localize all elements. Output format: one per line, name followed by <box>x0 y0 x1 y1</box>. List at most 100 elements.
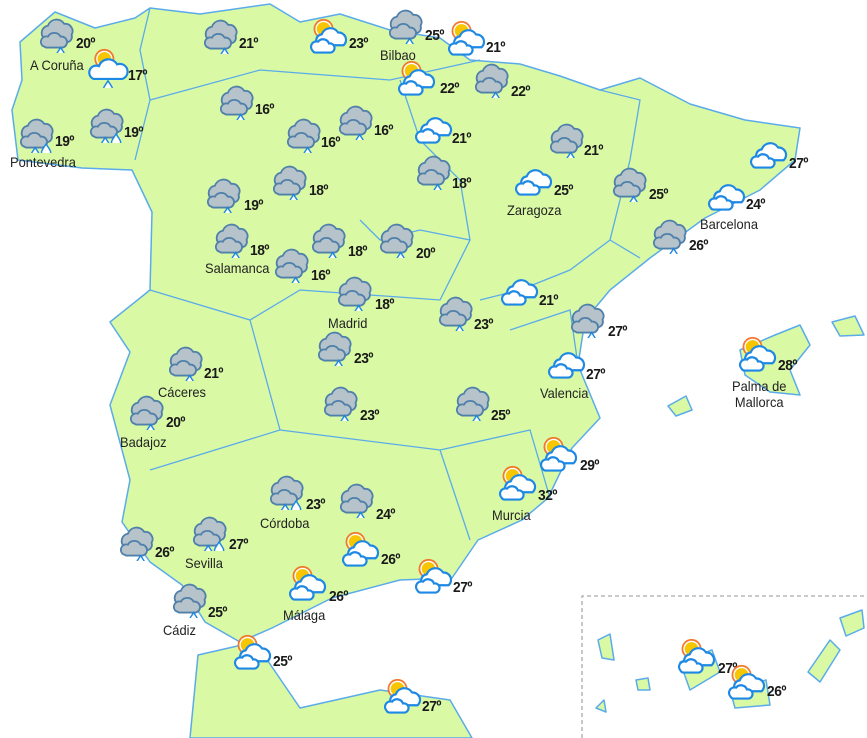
rain-icon <box>333 271 377 311</box>
temperature: 26º <box>155 544 175 561</box>
spain-mainland <box>11 3 801 643</box>
rain-icon <box>566 298 610 338</box>
rain-icon <box>210 218 254 258</box>
temperature: 19º <box>124 124 144 141</box>
partly-cloudy-icon <box>339 531 383 571</box>
rain-icon <box>375 218 419 258</box>
cloudy-icon <box>498 270 542 310</box>
temperature: 21º <box>204 365 224 382</box>
temperature: 27º <box>586 366 606 383</box>
showers-icon <box>265 470 309 510</box>
temperature: 27º <box>789 155 809 172</box>
canary-7 <box>595 699 607 713</box>
partly-cloudy-icon <box>675 638 719 678</box>
temperature: 24º <box>746 196 766 213</box>
temperature: 19º <box>244 197 264 214</box>
canary-6 <box>839 609 865 637</box>
showers-icon <box>188 511 232 551</box>
temperature: 23º <box>474 316 494 333</box>
temperature: 23º <box>354 350 374 367</box>
temperature: 32º <box>538 487 558 504</box>
rain-icon <box>313 326 357 366</box>
partly-cloudy-icon <box>395 60 439 100</box>
temperature: 26º <box>329 588 349 605</box>
temperature: 19º <box>55 133 75 150</box>
city-label: Sevilla <box>185 555 223 571</box>
cloudy-icon <box>705 175 749 215</box>
partly-cloudy-icon <box>307 18 351 58</box>
city-label: Valencia <box>540 385 589 401</box>
temperature: 27º <box>608 323 628 340</box>
temperature: 22º <box>511 83 531 100</box>
temperature: 16º <box>311 267 331 284</box>
canary-5 <box>807 639 841 683</box>
rain-icon <box>282 113 326 153</box>
cloudy-icon <box>747 133 791 173</box>
city-label: Cádiz <box>163 622 196 638</box>
city-label: A Coruña <box>30 57 84 73</box>
partly-cloudy-icon <box>736 336 780 376</box>
temperature: 25º <box>425 27 445 44</box>
temperature: 26º <box>767 683 787 700</box>
city-label: Pontevedra <box>10 154 76 170</box>
temperature: 25º <box>554 182 574 199</box>
temperature: 21º <box>239 35 259 52</box>
city-label: Zaragoza <box>507 202 562 218</box>
rain-icon <box>470 58 514 98</box>
temperature: 20º <box>166 414 186 431</box>
city-label: Málaga <box>283 607 326 623</box>
temperature: 25º <box>273 653 293 670</box>
rain-icon <box>125 390 169 430</box>
rain-icon <box>307 218 351 258</box>
temperature: 25º <box>491 407 511 424</box>
region-borders <box>134 7 641 541</box>
temperature: 29º <box>580 457 600 474</box>
rain-icon <box>334 100 378 140</box>
showers-icon <box>15 113 59 153</box>
rain-icon <box>384 4 428 44</box>
partly-cloudy-icon <box>537 436 581 476</box>
temperature: 25º <box>649 186 669 203</box>
rain-icon <box>545 118 589 158</box>
ibiza <box>667 395 693 417</box>
partly-cloudy-icon <box>231 634 275 674</box>
temperature: 26º <box>381 551 401 568</box>
temperature: 18º <box>309 182 329 199</box>
temperature: 16º <box>321 134 341 151</box>
showers-icon <box>85 103 129 143</box>
rain-icon <box>335 478 379 518</box>
city-label: Murcia <box>492 507 531 523</box>
city-label: Bilbao <box>380 47 416 63</box>
city-label: Salamanca <box>205 260 270 276</box>
temperature: 21º <box>584 142 604 159</box>
temperature: 16º <box>374 122 394 139</box>
rain-icon <box>115 521 159 561</box>
temperature: 18º <box>452 175 472 192</box>
rain-icon <box>451 381 495 421</box>
rain-icon <box>268 160 312 200</box>
rain-icon <box>168 578 212 618</box>
temperature: 27º <box>422 698 442 715</box>
temperature: 20º <box>76 35 96 52</box>
sun-cloud-rain-icon <box>86 48 130 88</box>
temperature: 23º <box>349 35 369 52</box>
cloudy-icon <box>412 108 456 148</box>
cloudy-icon <box>545 343 589 383</box>
temperature: 18º <box>348 243 368 260</box>
temperature: 21º <box>539 292 559 309</box>
partly-cloudy-icon <box>445 20 489 60</box>
temperature: 25º <box>208 604 228 621</box>
city-label: Madrid <box>328 315 368 331</box>
partly-cloudy-icon <box>286 565 330 605</box>
rain-icon <box>412 150 456 190</box>
temperature: 23º <box>306 496 326 513</box>
temperature: 28º <box>778 357 798 374</box>
rain-icon <box>319 381 363 421</box>
city-label: Cáceres <box>158 384 206 400</box>
rain-icon <box>199 14 243 54</box>
canary-inset-frame <box>581 595 867 738</box>
temperature: 26º <box>689 237 709 254</box>
city-label: Córdoba <box>260 515 310 531</box>
